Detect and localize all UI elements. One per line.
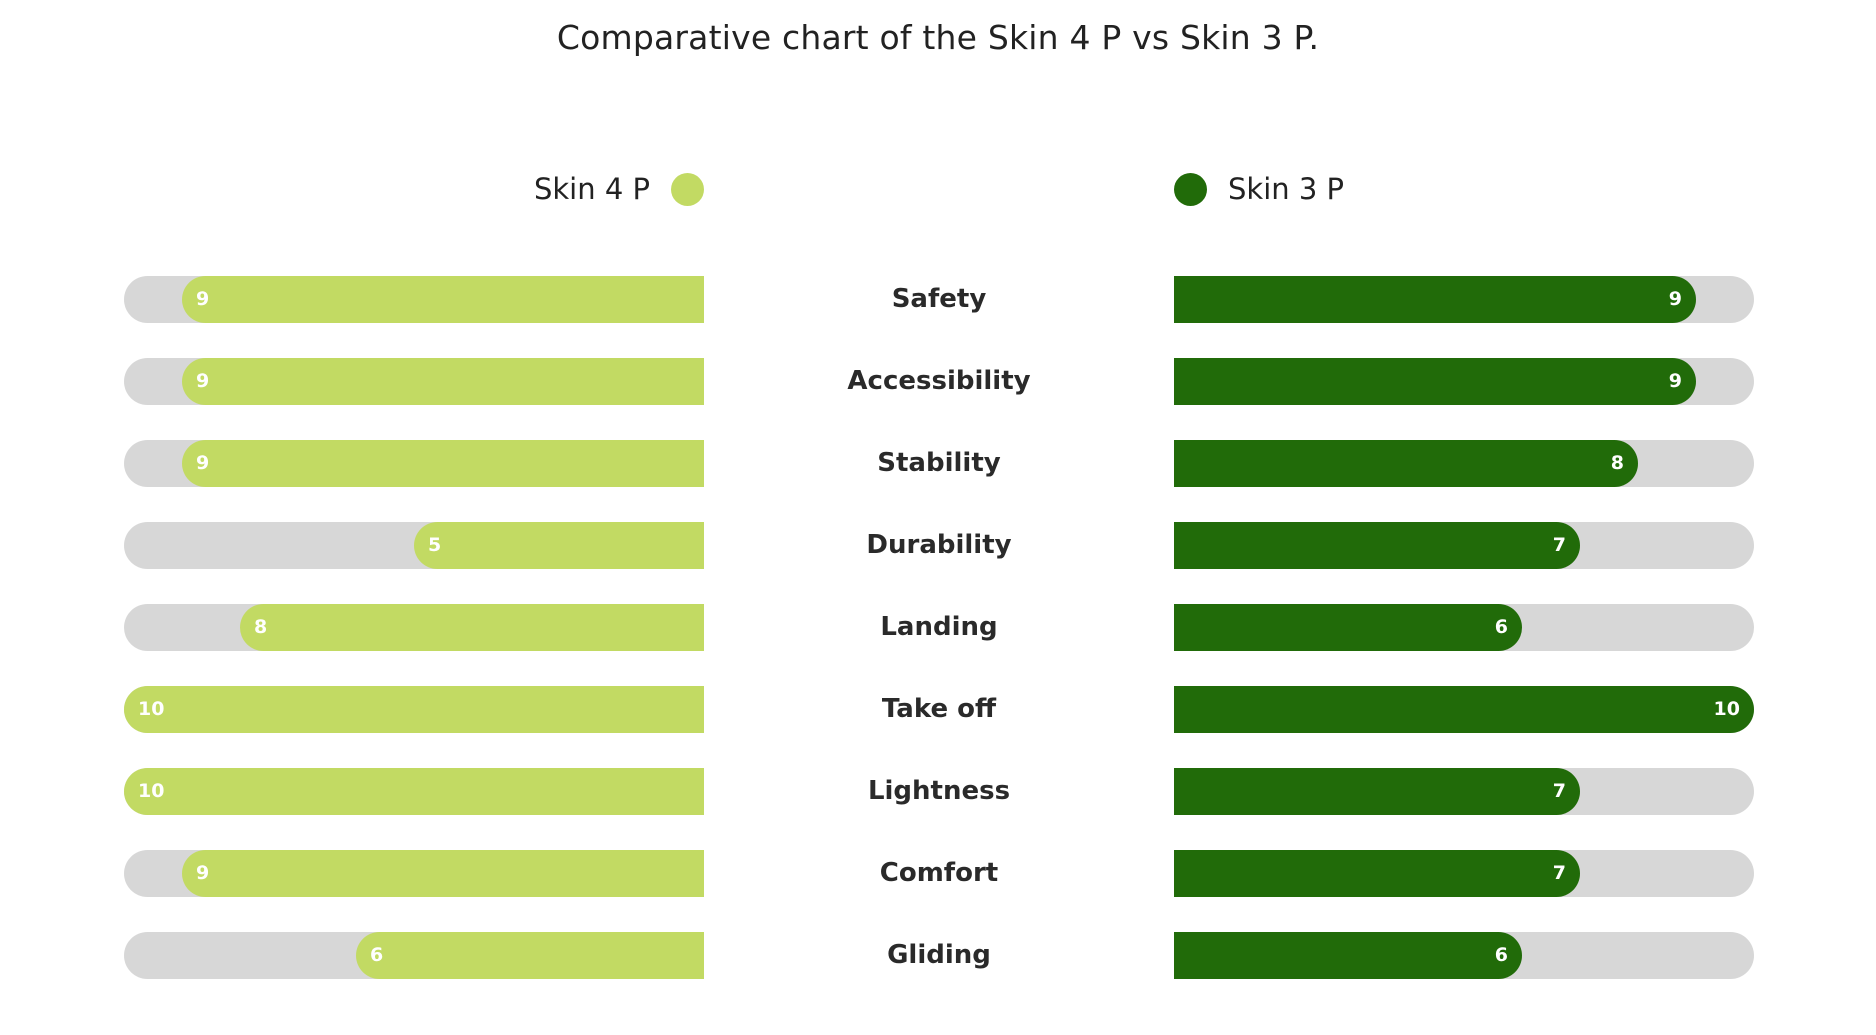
bar-track-skin-4-p-accessibility: 9 <box>124 358 704 405</box>
bar-track-skin-4-p-stability: 9 <box>124 440 704 487</box>
bar-skin-4-p-lightness: 10 <box>124 768 704 815</box>
data-label-skin-3-p-durability: 7 <box>1552 534 1566 556</box>
category-label-lightness: Lightness <box>867 776 1011 806</box>
bar-skin-3-p-accessibility: 9 <box>1174 358 1696 405</box>
bar-track-skin-3-p-safety: 9 <box>1174 276 1754 323</box>
category-label-safety: Safety <box>891 284 987 314</box>
bar-skin-3-p-safety: 9 <box>1174 276 1696 323</box>
bar-track-skin-4-p-safety: 9 <box>124 276 704 323</box>
chart-row-accessibility: 9 Accessibility 9 <box>0 358 1876 405</box>
data-label-skin-3-p-lightness: 7 <box>1552 780 1566 802</box>
bar-skin-4-p-comfort: 9 <box>182 850 704 897</box>
chart-row-durability: 5 Durability 7 <box>0 522 1876 569</box>
data-label-skin-4-p-landing: 8 <box>254 616 268 638</box>
legend-swatch-skin-3p <box>1174 172 1207 206</box>
data-label-skin-4-p-stability: 9 <box>196 452 210 474</box>
bar-skin-4-p-take-off: 10 <box>124 686 704 733</box>
bar-track-skin-3-p-take-off: 10 <box>1174 686 1754 733</box>
bar-skin-4-p-landing: 8 <box>240 604 704 651</box>
category-label-accessibility: Accessibility <box>847 366 1031 396</box>
bar-track-skin-4-p-gliding: 6 <box>124 932 704 979</box>
data-label-skin-4-p-accessibility: 9 <box>196 370 210 392</box>
bar-track-skin-3-p-gliding: 6 <box>1174 932 1754 979</box>
data-label-skin-3-p-stability: 8 <box>1610 452 1624 474</box>
chart-row-lightness: 10 Lightness 7 <box>0 768 1876 815</box>
bar-skin-3-p-take-off: 10 <box>1174 686 1754 733</box>
category-label-take-off: Take off <box>881 694 997 724</box>
data-label-skin-3-p-gliding: 6 <box>1494 944 1508 966</box>
data-label-skin-4-p-comfort: 9 <box>196 862 210 884</box>
chart-row-gliding: 6 Gliding 6 <box>0 932 1876 979</box>
bar-skin-3-p-stability: 8 <box>1174 440 1638 487</box>
chart-row-stability: 9 Stability 8 <box>0 440 1876 487</box>
bar-skin-3-p-comfort: 7 <box>1174 850 1580 897</box>
category-label-comfort: Comfort <box>879 858 999 888</box>
bar-track-skin-3-p-comfort: 7 <box>1174 850 1754 897</box>
legend-item-skin-3p: Skin 3 P <box>1174 167 1344 211</box>
bar-track-skin-4-p-landing: 8 <box>124 604 704 651</box>
bar-skin-4-p-accessibility: 9 <box>182 358 704 405</box>
bar-track-skin-4-p-take-off: 10 <box>124 686 704 733</box>
data-label-skin-3-p-take-off: 10 <box>1713 698 1740 720</box>
bar-skin-4-p-gliding: 6 <box>356 932 704 979</box>
data-label-skin-4-p-safety: 9 <box>196 288 210 310</box>
data-label-skin-3-p-landing: 6 <box>1494 616 1508 638</box>
chart-row-landing: 8 Landing 6 <box>0 604 1876 651</box>
bar-track-skin-3-p-lightness: 7 <box>1174 768 1754 815</box>
bar-skin-3-p-durability: 7 <box>1174 522 1580 569</box>
legend-label-skin-4p: Skin 4 P <box>533 172 650 206</box>
bar-skin-3-p-landing: 6 <box>1174 604 1522 651</box>
chart-title: Comparative chart of the Skin 4 P vs Ski… <box>556 18 1320 57</box>
bar-track-skin-4-p-lightness: 10 <box>124 768 704 815</box>
legend-item-skin-4p: Skin 4 P <box>534 167 704 211</box>
legend-label-skin-3p: Skin 3 P <box>1228 172 1345 206</box>
data-label-skin-3-p-safety: 9 <box>1668 288 1682 310</box>
bar-skin-3-p-gliding: 6 <box>1174 932 1522 979</box>
data-label-skin-4-p-take-off: 10 <box>138 698 165 720</box>
data-label-skin-4-p-lightness: 10 <box>138 780 165 802</box>
bar-track-skin-4-p-comfort: 9 <box>124 850 704 897</box>
data-label-skin-4-p-durability: 5 <box>428 534 442 556</box>
chart-row-comfort: 9 Comfort 7 <box>0 850 1876 897</box>
legend-swatch-skin-4p <box>671 172 704 206</box>
data-label-skin-4-p-gliding: 6 <box>370 944 384 966</box>
bar-skin-3-p-lightness: 7 <box>1174 768 1580 815</box>
bar-track-skin-3-p-stability: 8 <box>1174 440 1754 487</box>
category-label-stability: Stability <box>877 448 1001 478</box>
category-label-gliding: Gliding <box>887 940 991 970</box>
data-label-skin-3-p-comfort: 7 <box>1552 862 1566 884</box>
chart-row-take-off: 10 Take off 10 <box>0 686 1876 733</box>
data-label-skin-3-p-accessibility: 9 <box>1668 370 1682 392</box>
bar-track-skin-3-p-durability: 7 <box>1174 522 1754 569</box>
bar-track-skin-4-p-durability: 5 <box>124 522 704 569</box>
chart-row-safety: 9 Safety 9 <box>0 276 1876 323</box>
bar-skin-4-p-safety: 9 <box>182 276 704 323</box>
category-label-durability: Durability <box>866 530 1012 560</box>
bar-track-skin-3-p-landing: 6 <box>1174 604 1754 651</box>
bar-skin-4-p-durability: 5 <box>414 522 704 569</box>
category-label-landing: Landing <box>880 612 998 642</box>
bar-track-skin-3-p-accessibility: 9 <box>1174 358 1754 405</box>
bar-skin-4-p-stability: 9 <box>182 440 704 487</box>
